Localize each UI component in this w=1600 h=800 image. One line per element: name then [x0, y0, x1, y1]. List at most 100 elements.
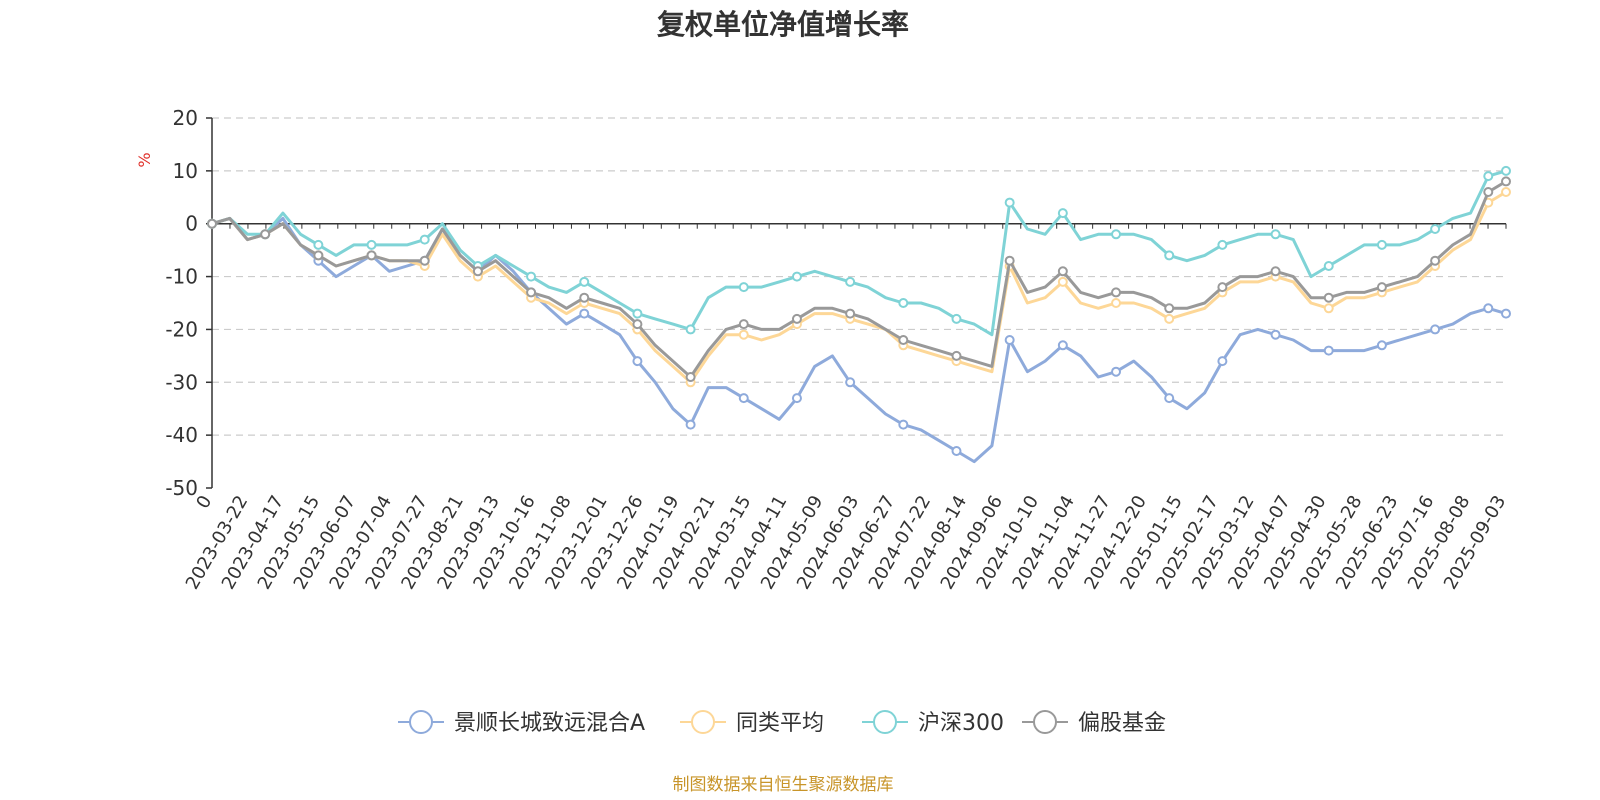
y-tick-label: -20: [165, 317, 198, 341]
data-point: [1501, 176, 1511, 187]
data-point: [313, 239, 324, 250]
data-point: [366, 239, 377, 250]
legend-label: 景顺长城致远混合A: [454, 711, 645, 736]
series-lines: [207, 165, 1511, 464]
data-point: [1217, 239, 1228, 250]
series-line: [211, 169, 1507, 337]
legend-marker: [409, 710, 433, 734]
y-tick-label: 0: [185, 212, 198, 236]
data-point: [951, 350, 962, 361]
data-point: [526, 271, 537, 282]
data-point: [898, 335, 909, 345]
y-tick-label: -30: [165, 370, 198, 394]
data-point: [845, 276, 856, 287]
data-point: [632, 319, 643, 330]
data-point: [1270, 229, 1281, 240]
data-point: [1111, 287, 1122, 298]
data-point: [1376, 340, 1387, 351]
data-point: [845, 308, 856, 319]
series-line: [211, 216, 1507, 464]
y-tick-label: -40: [165, 423, 198, 447]
legend-marker: [1033, 710, 1057, 734]
data-point: [1164, 313, 1175, 324]
data-point: [207, 218, 217, 229]
data-point: [632, 356, 643, 367]
data-point: [791, 393, 802, 404]
data-point: [1057, 266, 1068, 277]
data-point: [1501, 187, 1511, 197]
legend: 景顺长城致远混合A 同类平均 沪深300 偏股基金: [398, 710, 1166, 736]
data-point: [1483, 171, 1494, 182]
legend-label: 同类平均: [736, 711, 824, 736]
data-point: [579, 276, 590, 287]
data-point: [685, 372, 696, 382]
data-point: [419, 234, 430, 245]
data-point: [791, 271, 802, 282]
data-point: [1111, 366, 1122, 377]
data-point: [1323, 303, 1334, 314]
data-point: [791, 313, 802, 324]
legend-marker: [691, 710, 715, 734]
data-point: [1430, 255, 1441, 266]
y-tick-label: 20: [173, 106, 198, 130]
data-point: [1164, 250, 1175, 261]
data-point: [898, 419, 909, 430]
data-point: [1270, 329, 1281, 340]
data-point: [1004, 197, 1015, 208]
data-point: [1057, 276, 1068, 287]
data-point: [419, 255, 430, 266]
data-point: [1323, 345, 1334, 356]
data-point: [1376, 239, 1387, 250]
data-point: [579, 308, 590, 319]
data-point: [1111, 298, 1122, 308]
data-point: [1483, 187, 1494, 197]
data-point: [1164, 303, 1175, 314]
data-point: [366, 250, 377, 261]
data-point: [738, 282, 749, 293]
legend-label: 偏股基金: [1078, 711, 1166, 736]
y-tick-label: 10: [173, 159, 198, 183]
data-point: [632, 308, 643, 319]
data-point: [1164, 393, 1175, 404]
data-point: [313, 250, 324, 261]
data-point: [1323, 292, 1334, 303]
y-tick-label: -10: [165, 265, 198, 289]
source-note: 制图数据来自恒生聚源数据库: [673, 775, 894, 795]
data-point: [472, 266, 483, 277]
data-point: [526, 287, 537, 298]
data-point: [845, 377, 856, 388]
data-point: [1217, 356, 1228, 367]
y-tick-label: -50: [165, 476, 198, 500]
data-point: [951, 313, 962, 324]
data-point: [1004, 255, 1015, 266]
y-axis-ticks: 20 10 0 -10 -20 -30 -40 -50: [165, 106, 212, 500]
data-point: [1217, 282, 1228, 293]
x-tick-label: 0: [192, 492, 216, 512]
data-point: [1323, 261, 1334, 271]
data-point: [1376, 282, 1387, 293]
data-point: [1430, 224, 1441, 234]
data-point: [685, 324, 696, 335]
data-point: [1501, 165, 1511, 176]
data-point: [738, 393, 749, 404]
legend-marker: [873, 710, 897, 734]
data-point: [1004, 335, 1015, 345]
data-point: [1111, 229, 1122, 240]
data-point: [260, 229, 271, 240]
legend-label: 沪深300: [918, 711, 1004, 736]
data-point: [951, 446, 962, 456]
chart-title: 复权单位净值增长率: [657, 8, 909, 41]
data-point: [685, 419, 696, 430]
data-point: [1501, 308, 1511, 319]
data-point: [738, 319, 749, 330]
series-line: [211, 190, 1507, 384]
data-point: [1057, 208, 1068, 219]
data-point: [738, 329, 749, 340]
data-point: [1057, 340, 1068, 351]
data-point: [898, 298, 909, 308]
data-point: [1270, 266, 1281, 277]
data-point: [579, 292, 590, 303]
data-point: [1430, 324, 1441, 335]
series-line: [211, 180, 1507, 379]
